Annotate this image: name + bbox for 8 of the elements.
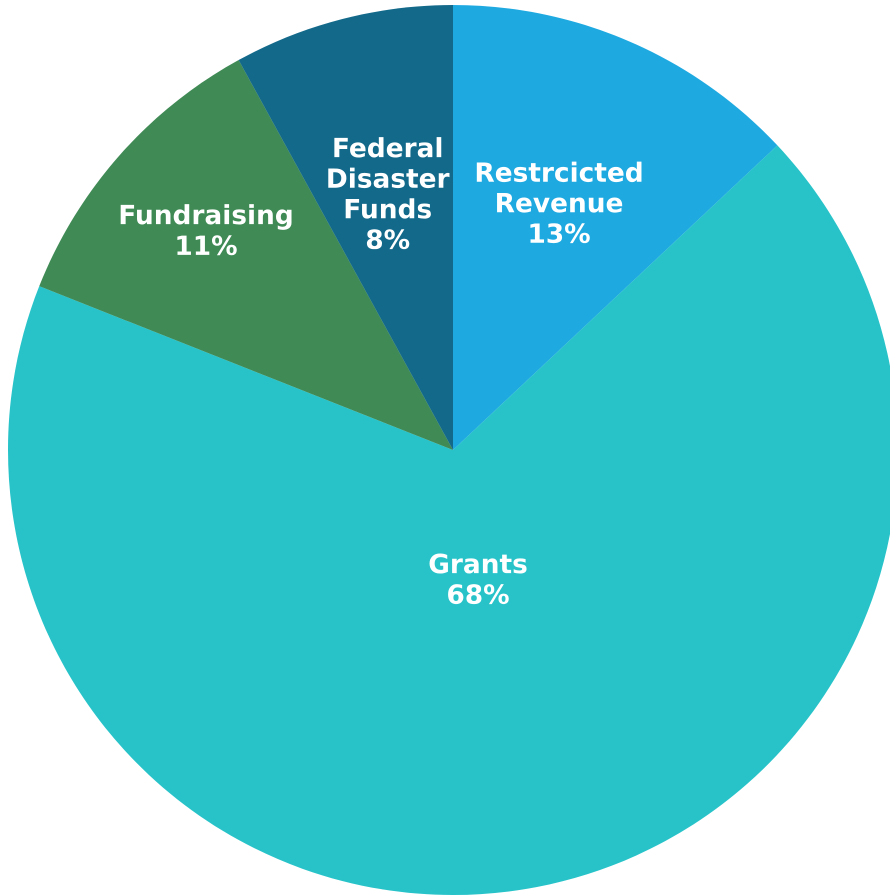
slice-label: Grants: [430, 554, 527, 574]
data-label: 11%: [177, 235, 237, 256]
data-label: 8%: [366, 229, 410, 250]
data-label: 68%: [448, 584, 509, 604]
slice-label: Restrcicted Revenue: [476, 162, 642, 213]
slice-label: Fundraising: [120, 204, 292, 230]
data-label: 13%: [530, 223, 590, 244]
slice-label: Federal Disaster Funds: [328, 137, 450, 219]
